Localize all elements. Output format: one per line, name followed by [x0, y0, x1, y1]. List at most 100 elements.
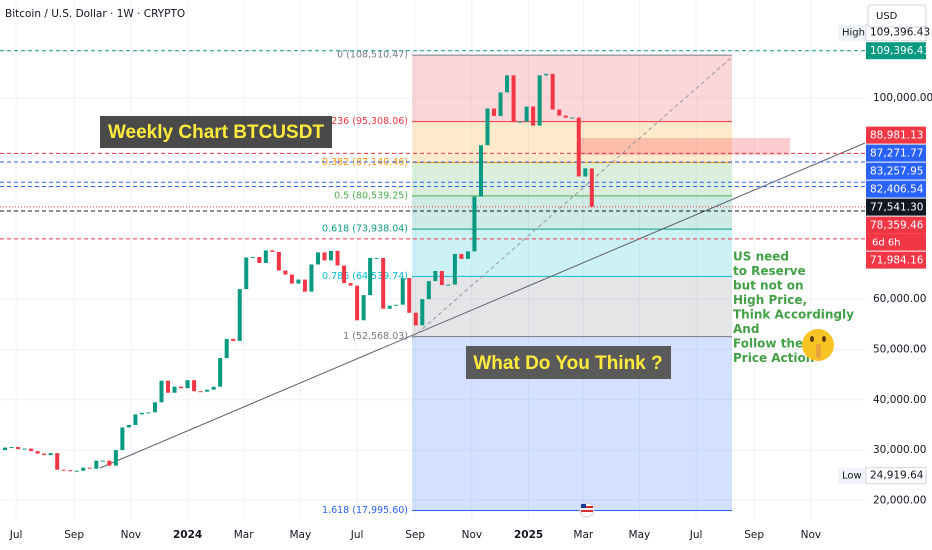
- candle-body: [205, 389, 210, 392]
- candle-body: [400, 278, 405, 305]
- candle-body: [250, 256, 255, 258]
- candle-body: [166, 380, 171, 393]
- candle-body: [94, 460, 99, 469]
- candle-body: [237, 289, 242, 341]
- y-tick-label: 100,000.00: [873, 92, 932, 104]
- candle-body: [348, 283, 353, 286]
- candle-body: [81, 467, 86, 471]
- candle-body: [342, 265, 347, 284]
- candle-body: [211, 386, 216, 390]
- candle-body: [159, 380, 164, 403]
- candle-body: [426, 281, 431, 300]
- x-tick-label: Nov: [801, 529, 822, 541]
- note-line: And: [733, 322, 759, 336]
- candle-body: [16, 447, 21, 450]
- x-tick-label: Nov: [462, 529, 483, 541]
- high-value: 109,396.43: [870, 27, 930, 39]
- note-line: but not on: [733, 279, 804, 293]
- x-tick-label: 2025: [514, 529, 543, 541]
- candle-body: [198, 391, 203, 393]
- candle-body: [42, 453, 47, 456]
- highlight-rect: [580, 138, 790, 155]
- candle-body: [407, 278, 412, 313]
- x-tick-label: Jul: [689, 529, 703, 541]
- note-line: High Price,: [733, 293, 807, 307]
- price-axis: [865, 0, 932, 550]
- candle-body: [139, 412, 144, 415]
- candle-body: [283, 270, 288, 275]
- price-label: 83,257.95: [870, 166, 923, 178]
- price-label-box: [866, 144, 926, 162]
- headline-box: [100, 116, 332, 148]
- x-tick-label: Mar: [573, 529, 593, 541]
- candle-body: [413, 312, 418, 326]
- countdown-box: [866, 233, 926, 251]
- candle-body: [270, 250, 275, 252]
- candle-body: [276, 251, 281, 271]
- trend-line: [99, 142, 866, 469]
- candle-body: [9, 447, 14, 449]
- candle-body: [335, 250, 340, 266]
- candle-body: [446, 284, 451, 286]
- candle-body: [492, 108, 497, 117]
- candle-body: [309, 264, 314, 292]
- x-tick-label: Sep: [64, 529, 84, 541]
- candle-body: [576, 117, 581, 177]
- price-label-box: [866, 251, 926, 269]
- candle-body: [55, 453, 60, 470]
- fib-trend-line: [411, 56, 733, 339]
- high-name: High: [842, 28, 865, 39]
- candle-body: [152, 402, 157, 413]
- candle-body: [289, 274, 294, 284]
- price-label: 82,406.54: [870, 184, 924, 196]
- candle-body: [263, 250, 268, 263]
- candle-body: [68, 470, 73, 472]
- x-tick-label: May: [290, 529, 312, 541]
- fib-band: [412, 276, 732, 337]
- candle-body: [296, 279, 301, 284]
- fib-label: 0.5 (80,539.25): [334, 190, 408, 201]
- candle-body: [478, 145, 483, 197]
- candle-body: [126, 424, 131, 428]
- y-tick-label: 20,000.00: [873, 494, 926, 506]
- candle-body: [48, 453, 53, 456]
- y-tick-label: 60,000.00: [873, 293, 926, 305]
- background-layer: [0, 0, 865, 520]
- currency[interactable]: USD: [876, 11, 898, 22]
- candle-body: [29, 448, 34, 452]
- y-tick-label: 30,000.00: [873, 444, 926, 456]
- y-tick-label: 40,000.00: [873, 394, 926, 406]
- candle-body: [439, 271, 444, 286]
- price-lines: [0, 50, 865, 240]
- candle-body: [231, 338, 236, 341]
- fib-label: 1 (52,568.03): [343, 331, 408, 342]
- candle-body: [87, 467, 92, 469]
- countdown: 6d 6h: [872, 238, 901, 249]
- currency-button[interactable]: [867, 4, 927, 28]
- question: What Do You Think ?: [473, 353, 662, 374]
- candle-body: [544, 73, 549, 76]
- note-line: US need: [733, 250, 789, 264]
- candle-body: [107, 460, 112, 466]
- fib-label: 0.618 (73,938.04): [322, 224, 408, 235]
- candle-body: [550, 73, 555, 110]
- fib-retracement: 0 (108,510.47) 0.236 (95,308.06) 0.382 (87…: [322, 50, 732, 516]
- fib-label: 0.786 (64,539.74): [322, 271, 408, 282]
- candle-body: [3, 447, 8, 451]
- candle-body: [224, 338, 229, 359]
- candle-body: [459, 253, 464, 259]
- low-value-box: [865, 467, 927, 485]
- x-tick-label: 2024: [173, 529, 202, 541]
- x-tick-label: Jul: [9, 529, 23, 541]
- candle-body: [583, 168, 588, 177]
- question-box: [466, 346, 671, 379]
- price-label: 78,359.46: [870, 220, 924, 232]
- candle-body: [329, 250, 334, 261]
- candle-body: [498, 92, 503, 117]
- time-axis: [0, 520, 865, 550]
- price-label: 71,984.16: [870, 255, 924, 267]
- low-name: Low: [842, 471, 862, 482]
- candle-body: [322, 252, 327, 261]
- candle-body: [387, 305, 392, 309]
